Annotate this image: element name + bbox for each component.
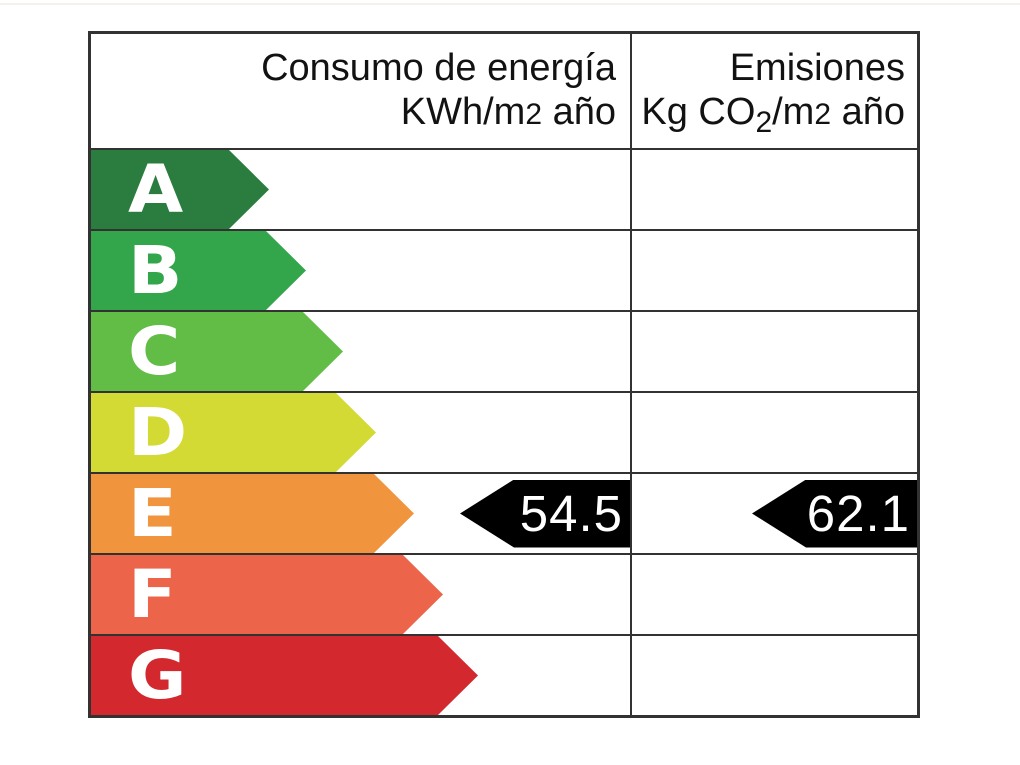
rating-row-e: E 54.5 62.1 (91, 474, 917, 555)
rating-letter-a: A (128, 150, 184, 228)
emissions-value-arrow: 62.1 (752, 479, 917, 548)
squared-glyph: 2 (525, 98, 543, 131)
rating-letter-e: E (128, 474, 177, 552)
rating-row-c: C (91, 312, 917, 393)
emissions-column-header: Emisiones Kg CO2/m2 año (632, 34, 917, 148)
rating-arrow-c: C (91, 312, 343, 391)
rating-row-g: G (91, 636, 917, 715)
rating-arrow-d: D (91, 393, 376, 472)
consumption-value: 54.5 (519, 485, 623, 542)
header-row: Consumo de energía KWh/m2 año Emisiones … (91, 34, 917, 150)
rating-arrow-g: G (91, 636, 478, 715)
emissions-header-line2: Kg CO2/m2 año (641, 91, 905, 139)
squared-glyph: 2 (814, 98, 832, 131)
consumption-value-arrow: 54.5 (460, 479, 630, 548)
rating-arrow-e: E (91, 474, 414, 553)
consumption-header-line1: Consumo de energía (261, 47, 616, 89)
emissions-header-line1: Emisiones (729, 47, 905, 89)
rating-arrow-b: B (91, 231, 306, 310)
emissions-value: 62.1 (806, 485, 910, 542)
energy-rating-table: Consumo de energía KWh/m2 año Emisiones … (88, 31, 920, 718)
rating-row-a: A (91, 150, 917, 231)
rating-letter-d: D (128, 393, 188, 471)
rating-letter-c: C (128, 312, 181, 390)
rating-letter-b: B (128, 231, 183, 309)
image-top-edge (0, 3, 1020, 5)
rating-letter-g: G (128, 636, 187, 714)
rating-arrow-a: A (91, 150, 269, 229)
rating-row-d: D (91, 393, 917, 474)
consumption-column-header: Consumo de energía KWh/m2 año (91, 34, 632, 148)
rating-row-b: B (91, 231, 917, 312)
rating-row-f: F (91, 555, 917, 636)
rating-letter-f: F (128, 555, 177, 633)
consumption-header-line2: KWh/m2 año (400, 91, 616, 133)
co2-subscript-glyph: 2 (755, 106, 773, 139)
rating-arrow-f: F (91, 555, 443, 634)
